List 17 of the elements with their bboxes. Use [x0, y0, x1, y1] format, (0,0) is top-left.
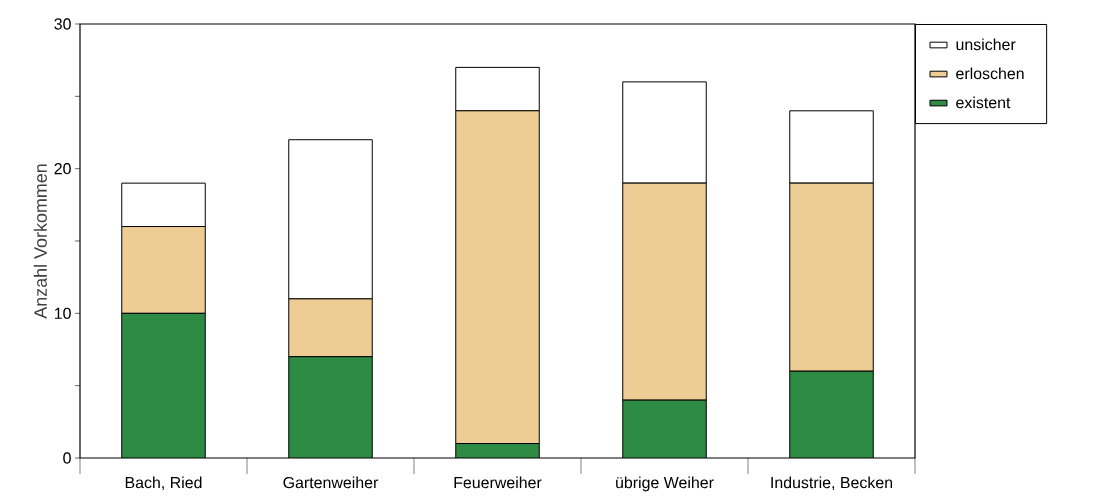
y-tick-label: 30: [54, 18, 71, 30]
legend-label: existent: [956, 96, 1011, 109]
legend-label: unsicher: [956, 38, 1016, 51]
bar: [789, 370, 874, 458]
y-tick-label: 0: [63, 452, 71, 464]
legend-label: erloschen: [956, 67, 1024, 80]
x-tick-label: übrige Weiher: [616, 476, 714, 492]
x-tick-label: Bach, Ried: [125, 476, 202, 491]
x-tick-label: Gartenweiher: [283, 476, 379, 489]
y-tick-label: 10: [54, 307, 71, 319]
x-tick-label: Industrie, Becken: [771, 476, 893, 491]
y-tick-label: 20: [54, 163, 71, 175]
y-axis-title: Anzahl Vorkommen: [33, 164, 47, 319]
bar: [121, 312, 206, 458]
bar: [288, 356, 373, 458]
x-tick-label: Feuerweiher: [454, 476, 542, 489]
bar: [622, 399, 707, 458]
